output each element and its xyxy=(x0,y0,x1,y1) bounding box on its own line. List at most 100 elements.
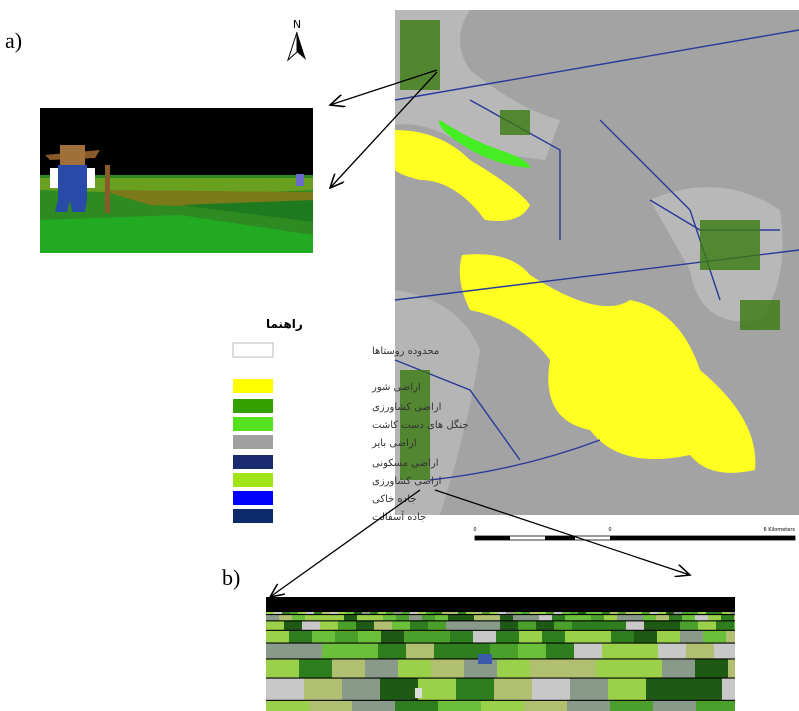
legend-swatch xyxy=(233,491,273,505)
terrain-cell xyxy=(734,621,735,630)
scene-b xyxy=(266,597,735,711)
terrain-cell xyxy=(608,621,626,630)
legend-label: اراضی کشاورزی xyxy=(372,476,441,487)
terrain-cell xyxy=(305,615,318,621)
terrain-cell xyxy=(562,612,570,614)
terrain-cell xyxy=(696,700,735,711)
terrain-cell xyxy=(626,612,634,614)
legend-label: جاده خاکی xyxy=(372,494,416,505)
terrain-cell xyxy=(514,612,522,614)
terrain-cell xyxy=(279,615,292,621)
label-b: b) xyxy=(222,565,240,590)
legend-swatch xyxy=(233,455,273,469)
terrain-cell xyxy=(524,700,567,711)
terrain-cell xyxy=(730,612,735,614)
terrain-cell xyxy=(496,630,519,643)
terrain-cell xyxy=(721,615,734,621)
terrain-cell xyxy=(332,659,365,678)
terrain-cell xyxy=(634,612,642,614)
terrain-cell xyxy=(674,612,682,614)
legend-label: اراضی کشاورزی xyxy=(372,402,441,413)
terrain-cell xyxy=(629,659,662,678)
terrain-cell xyxy=(358,630,381,643)
terrain-cell xyxy=(658,612,666,614)
terrain-cell xyxy=(292,615,305,621)
terrain-cell xyxy=(658,643,686,659)
terrain-cell xyxy=(312,630,335,643)
terrain-cell xyxy=(656,615,669,621)
terrain-cell xyxy=(450,630,473,643)
terrain-cell xyxy=(434,612,442,614)
terrain-cell xyxy=(448,615,461,621)
terrain-cell xyxy=(322,643,350,659)
terrain-cell xyxy=(653,700,696,711)
terrain-cell xyxy=(552,615,565,621)
terrain-cell xyxy=(650,612,658,614)
terrain-cell xyxy=(618,612,626,614)
terrain-cell xyxy=(686,643,714,659)
terrain-cell xyxy=(404,630,427,643)
terrain-cell xyxy=(563,659,596,678)
terrain-cell xyxy=(466,612,474,614)
terrain-cell xyxy=(392,621,410,630)
terrain-cell xyxy=(646,678,684,700)
legend-label: جاده آسفالت xyxy=(372,510,426,523)
terrain-cell xyxy=(626,621,644,630)
terrain-cell xyxy=(304,678,342,700)
terrain-cell xyxy=(330,612,338,614)
terrain-cell xyxy=(610,700,653,711)
terrain-cell xyxy=(630,615,643,621)
terrain-cell xyxy=(431,659,464,678)
terrain-cell xyxy=(354,612,362,614)
terrain-cell xyxy=(395,700,438,711)
terrain-cell xyxy=(438,700,481,711)
terrain-cell xyxy=(703,630,726,643)
terrain-cell xyxy=(266,615,279,621)
legend-label: اراضی بایر xyxy=(371,438,417,449)
terrain-cell xyxy=(482,612,490,614)
terrain-cell xyxy=(554,621,572,630)
terrain-cell xyxy=(726,630,735,643)
terrain-cell xyxy=(682,612,690,614)
legend-title: راهنما xyxy=(266,317,303,331)
terrain-cell xyxy=(602,612,610,614)
terrain-cell xyxy=(394,612,402,614)
terrain-cell xyxy=(634,630,657,643)
terrain-cell xyxy=(426,612,434,614)
terrain-cell xyxy=(338,621,356,630)
scale-label: 0 xyxy=(473,527,476,533)
legend-label: اراضی مسکونی xyxy=(372,458,438,469)
terrain-cell xyxy=(572,621,590,630)
terrain-cell xyxy=(418,678,456,700)
legend-swatch xyxy=(233,417,273,431)
terrain-cell xyxy=(396,615,409,621)
terrain-cell xyxy=(684,678,722,700)
terrain-cell xyxy=(666,612,674,614)
terrain-cell xyxy=(680,630,703,643)
north-label: N xyxy=(293,18,301,31)
terrain-cell xyxy=(378,643,406,659)
terrain-cell xyxy=(474,612,482,614)
terrain-cell xyxy=(335,630,358,643)
terrain-cell xyxy=(266,700,309,711)
terrain-cell xyxy=(356,621,374,630)
terrain-cell xyxy=(434,643,462,659)
terrain-cell xyxy=(370,615,383,621)
terrain-cell xyxy=(487,615,500,621)
scale-bar: 0 0 6 Kilometers xyxy=(473,527,796,541)
scale-label: 6 Kilometers xyxy=(763,527,795,533)
terrain-cell xyxy=(565,615,578,621)
terrain-cell xyxy=(596,659,629,678)
terrain-cell xyxy=(680,621,698,630)
terrain-cell xyxy=(643,615,656,621)
terrain-cell xyxy=(284,621,302,630)
terrain-cell xyxy=(522,612,530,614)
terrain-cell xyxy=(536,621,554,630)
terrain-cell xyxy=(578,612,586,614)
terrain-cell xyxy=(410,612,418,614)
terrain-cell xyxy=(456,678,494,700)
arrows xyxy=(270,69,690,597)
terrain-cell xyxy=(574,643,602,659)
terrain-cell xyxy=(473,630,496,643)
terrain-cell xyxy=(378,612,386,614)
